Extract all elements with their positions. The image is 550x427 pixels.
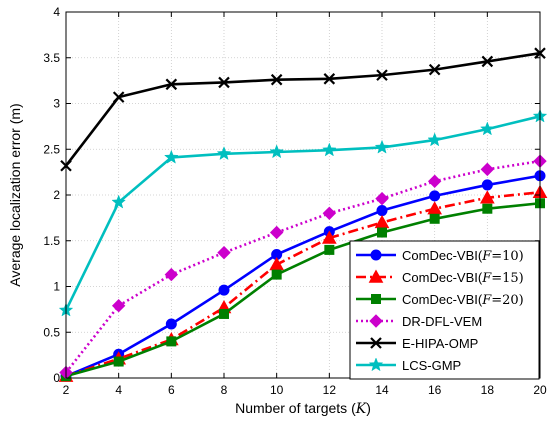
- legend-marker: [369, 314, 383, 328]
- legend-item: E-HIPA-OMP: [356, 336, 478, 351]
- legend-label: ComDec-VBI(F=15): [402, 270, 524, 286]
- series-line: [64, 115, 541, 311]
- data-point: [219, 308, 229, 319]
- data-point: [376, 69, 388, 81]
- legend-item: ComDec-VBI(F=15): [356, 269, 524, 286]
- legend-label: ComDec-VBI(F=20): [402, 292, 524, 308]
- legend-item: ComDec-VBI(F=20): [356, 292, 524, 308]
- y-tick-label: 2.5: [43, 142, 60, 156]
- data-point: [166, 336, 177, 347]
- series-line: [64, 51, 541, 167]
- data-point: [111, 299, 126, 313]
- series-layer: [58, 47, 548, 382]
- data-point: [481, 179, 493, 191]
- series-line: [65, 190, 541, 378]
- legend-marker: [368, 357, 384, 372]
- data-point: [480, 162, 495, 177]
- data-point: [321, 230, 337, 244]
- x-tick-label: 14: [375, 383, 389, 397]
- data-point: [164, 267, 179, 282]
- data-point: [377, 227, 387, 238]
- legend-label: LCS-GMP: [402, 358, 461, 373]
- legend-item: DR-DFL-VEM: [356, 314, 482, 329]
- legend-label: DR-DFL-VEM: [402, 314, 482, 329]
- y-tick-label: 2: [53, 188, 60, 202]
- data-point: [324, 244, 335, 255]
- data-point: [164, 149, 179, 164]
- legend: ComDec-VBI(F=10) ComDec-VBI(F=15) ComDec-V…: [349, 240, 540, 380]
- data-point: [218, 76, 230, 89]
- data-point: [429, 190, 441, 202]
- data-point: [322, 206, 337, 221]
- series-line: [65, 174, 541, 378]
- x-axis-title: Number of targets (K): [235, 400, 371, 417]
- legend-marker: [371, 294, 381, 304]
- y-tick-label: 3.5: [43, 51, 60, 65]
- y-tick-labels: 0 0.5 1 1.5 2 2.5 3 3.5 4: [43, 5, 60, 385]
- data-point: [113, 356, 124, 367]
- legend-marker: [368, 269, 384, 283]
- data-point: [323, 73, 336, 85]
- legend-box: [349, 240, 540, 380]
- x-tick-label: 16: [428, 383, 442, 397]
- data-point: [482, 203, 493, 214]
- legend-label: ComDec-VBI(F=10): [402, 248, 524, 264]
- data-point: [165, 318, 177, 330]
- data-point: [112, 91, 125, 103]
- data-point: [428, 63, 441, 76]
- series-5: [60, 47, 546, 172]
- data-point: [270, 73, 283, 86]
- data-point: [427, 132, 442, 147]
- y-tick-label: 0.5: [43, 325, 60, 339]
- x-tick-label: 4: [115, 383, 122, 397]
- data-point: [481, 55, 494, 68]
- data-point: [375, 191, 389, 206]
- data-point: [479, 190, 495, 204]
- data-point: [218, 284, 230, 296]
- y-tick-label: 0: [53, 371, 60, 385]
- x-tick-labels: 2 4 6 8 10 12 14 16 18 20: [63, 383, 547, 397]
- legend-marker: [370, 249, 382, 261]
- x-tick-label: 12: [323, 383, 337, 397]
- x-tick-label: 10: [270, 383, 284, 397]
- data-point: [271, 269, 282, 280]
- x-tick-label: 8: [221, 383, 228, 397]
- data-point: [165, 78, 178, 91]
- legend-label: E-HIPA-OMP: [402, 336, 478, 351]
- legend-marker: [370, 337, 382, 349]
- data-point: [322, 142, 337, 157]
- data-point: [427, 174, 442, 188]
- series-line: [65, 201, 541, 378]
- data-point: [480, 121, 495, 136]
- x-tick-label: 20: [533, 383, 547, 397]
- y-tick-label: 4: [53, 5, 60, 19]
- data-point: [111, 194, 126, 209]
- data-point: [216, 146, 232, 161]
- data-point: [376, 205, 388, 217]
- series-line: [64, 159, 541, 374]
- data-point: [269, 144, 284, 159]
- x-tick-label: 18: [481, 383, 495, 397]
- y-tick-label: 1.5: [43, 234, 60, 248]
- series-4: [59, 154, 547, 380]
- y-tick-label: 1: [53, 280, 60, 294]
- data-point: [429, 213, 440, 224]
- legend-item: ComDec-VBI(F=10): [356, 248, 524, 264]
- legend-item: LCS-GMP: [356, 357, 461, 373]
- data-point: [217, 245, 231, 260]
- data-point: [374, 139, 390, 154]
- x-tick-label: 2: [63, 383, 70, 397]
- y-tick-label: 3: [53, 97, 60, 111]
- y-axis-title: Average localization error (m): [7, 103, 23, 286]
- x-tick-label: 6: [168, 383, 175, 397]
- data-point: [269, 225, 284, 240]
